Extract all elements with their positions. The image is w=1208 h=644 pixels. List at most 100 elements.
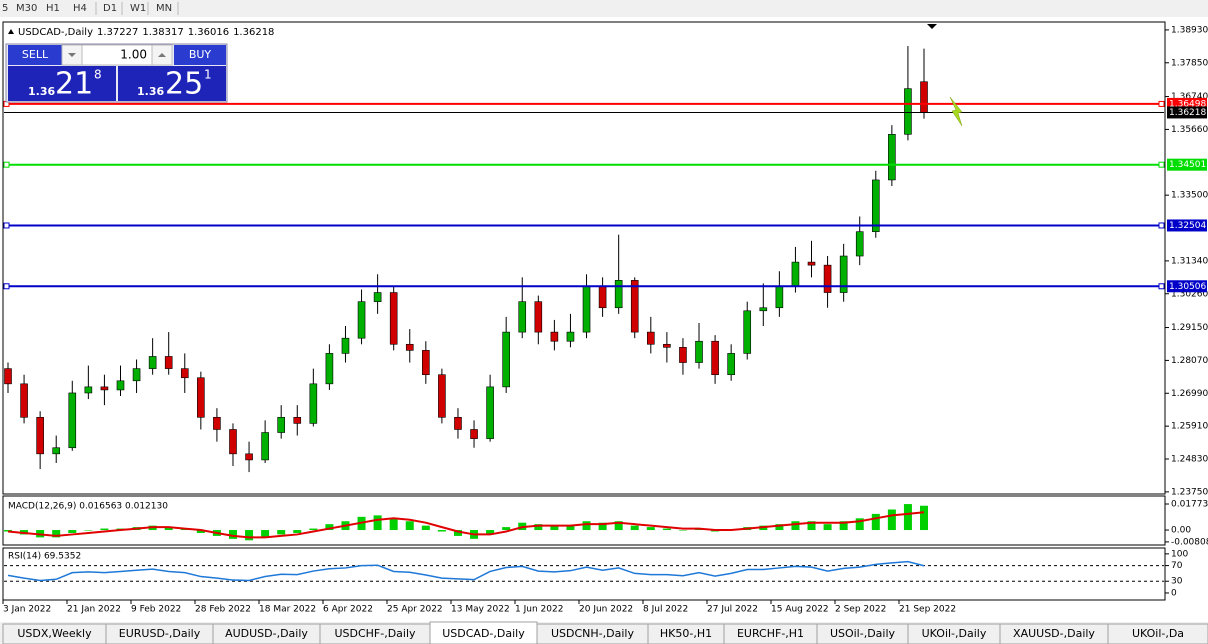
timeframe-button[interactable]: H1 xyxy=(46,3,60,14)
candle-body xyxy=(325,353,334,385)
candle-body xyxy=(759,307,768,312)
candle-body xyxy=(52,447,61,455)
level-label: 1.34501 xyxy=(1169,160,1206,170)
macd-bar xyxy=(52,530,61,538)
candle-body xyxy=(920,81,928,113)
candle-body xyxy=(84,386,93,394)
timeframe-button[interactable]: D1 xyxy=(103,3,117,14)
candle-body xyxy=(422,350,430,376)
candle-body xyxy=(598,286,607,309)
y-tick-label: 1.28070 xyxy=(1171,356,1208,366)
y-tick-label: 30 xyxy=(1171,577,1183,587)
buy-sup: 1 xyxy=(204,68,212,82)
tab[interactable] xyxy=(1107,623,1208,644)
up-arrow xyxy=(158,53,166,57)
candle-body xyxy=(871,179,880,232)
y-tick-label: 1.31340 xyxy=(1171,256,1208,266)
sell-button[interactable] xyxy=(8,45,62,65)
candle-body xyxy=(663,343,671,348)
macd-signal xyxy=(7,511,925,539)
buy-button[interactable] xyxy=(174,45,226,65)
bid-label: 1.36218 xyxy=(1169,108,1206,118)
level-handle[interactable] xyxy=(3,283,10,290)
y-tick-label: 1.35660 xyxy=(1171,125,1208,135)
sell-big: 21 xyxy=(55,67,93,102)
macd-bar xyxy=(68,530,77,533)
level-handle[interactable] xyxy=(3,222,10,229)
candle-body xyxy=(277,417,285,433)
level-label: 1.36498 xyxy=(1169,99,1206,109)
timeframe-button[interactable]: M30 xyxy=(16,3,37,14)
sell-prefix: 1.36 xyxy=(28,85,55,98)
x-tick-label: 15 Aug 2022 xyxy=(771,605,829,615)
timeframe-button[interactable]: H4 xyxy=(73,3,87,14)
macd-bar xyxy=(775,524,784,531)
arrow-object xyxy=(949,96,963,127)
candle-body xyxy=(20,383,28,418)
macd-bar xyxy=(486,530,495,535)
macd-bar xyxy=(678,530,687,531)
candle-body xyxy=(197,377,205,418)
candle-body xyxy=(164,356,173,369)
level-handle[interactable] xyxy=(1158,283,1165,290)
charts: 1.38930 1.37850 1.36740 1.35660 1.33500 1.313… xyxy=(2,25,1208,615)
macd-bar xyxy=(100,528,109,531)
collapse-icon[interactable] xyxy=(8,29,14,34)
open: 1.37227 xyxy=(97,27,138,38)
tab-label: HK50-,H1 xyxy=(660,627,712,640)
high: 1.38317 xyxy=(142,27,183,38)
candle-body xyxy=(116,380,125,391)
candle-body xyxy=(888,133,896,181)
macd-bar xyxy=(823,524,832,531)
indicator-title: MACD(12,26,9) 0.016563 0.012130 xyxy=(8,502,168,512)
rsi-panel-frame xyxy=(2,547,1166,601)
x-tick-label: 20 Jun 2022 xyxy=(579,605,633,615)
y-tick-label: 1.25910 xyxy=(1171,422,1208,432)
level-label: 1.32504 xyxy=(1169,221,1206,231)
level-handle[interactable] xyxy=(1158,100,1165,107)
timeframe-button[interactable]: MN xyxy=(156,3,172,14)
timeframe-button[interactable]: W1 xyxy=(130,3,146,14)
candle-body xyxy=(630,280,639,333)
macd-bar xyxy=(807,521,816,531)
buy-label: BUY xyxy=(189,48,212,61)
candle-body xyxy=(389,292,398,345)
price-panel-frame xyxy=(2,21,1166,495)
candle-body xyxy=(791,261,800,287)
candle-body xyxy=(132,368,141,382)
candle-body xyxy=(4,368,12,385)
candle-body xyxy=(229,429,237,455)
y-tick-label: 70 xyxy=(1171,561,1183,571)
candle-body xyxy=(614,280,623,309)
macd-bar xyxy=(646,527,655,531)
level-handle[interactable] xyxy=(1158,161,1165,168)
bid-label-bg xyxy=(1167,106,1207,119)
x-tick-label: 21 Sep 2022 xyxy=(899,605,956,615)
candle-body xyxy=(357,301,366,339)
sell-price-box[interactable] xyxy=(8,66,116,101)
macd-bar xyxy=(373,515,382,531)
y-tick-label: 1.23750 xyxy=(1171,487,1208,497)
y-tick-label: 1.33500 xyxy=(1171,191,1208,201)
macd-bar xyxy=(164,527,173,531)
x-tick-label: 9 Feb 2022 xyxy=(131,605,181,615)
x-tick-label: 28 Feb 2022 xyxy=(195,605,251,615)
candle-body xyxy=(100,386,109,391)
macd-bar xyxy=(566,525,575,531)
y-tick-label: 0 xyxy=(1171,588,1177,598)
y-tick-label: 0.017737 xyxy=(1171,500,1208,510)
candle-body xyxy=(855,231,864,257)
macd-bar xyxy=(261,530,270,538)
tab-label: EURUSD-,Daily xyxy=(119,627,201,640)
timeframe-button[interactable]: 5 xyxy=(2,3,8,14)
symbol: USDCAD-,Daily xyxy=(18,27,93,38)
candle-body xyxy=(647,331,655,345)
macd-bar xyxy=(598,522,607,531)
macd-panel-frame xyxy=(2,495,1166,546)
level-handle[interactable] xyxy=(3,161,10,168)
level-handle[interactable] xyxy=(1158,222,1165,229)
y-tick-label: -0.008088 xyxy=(1171,537,1208,547)
buy-price-box[interactable] xyxy=(118,66,226,101)
